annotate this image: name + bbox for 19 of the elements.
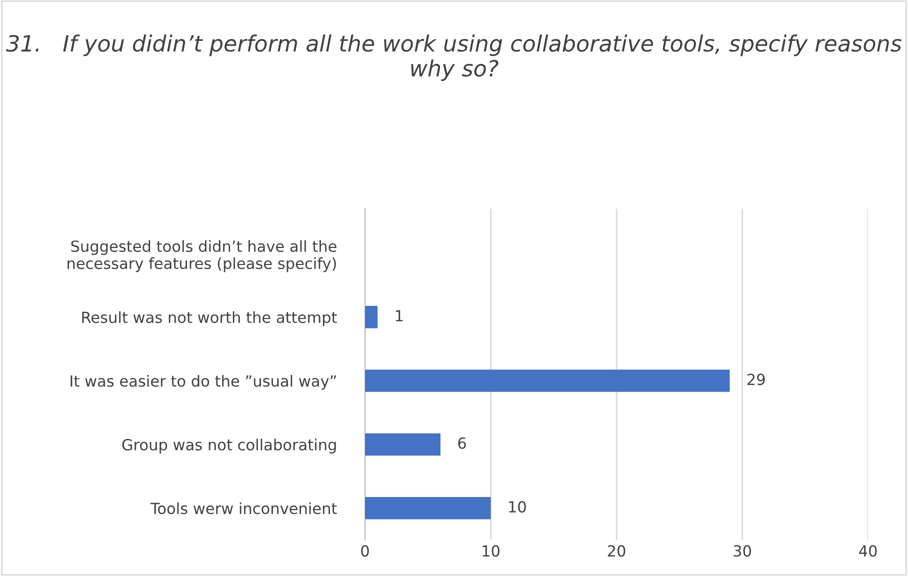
y-tick-label: Result was not worth the attempt <box>82 311 337 326</box>
bar <box>365 497 491 520</box>
bar <box>365 306 378 328</box>
y-tick-label: Tools werw inconvenient <box>150 502 337 514</box>
bar <box>365 370 730 392</box>
data-label: 6 <box>458 437 466 449</box>
y-tick-label: It was easier to do the ”usual way” <box>70 374 336 390</box>
x-tick-label: 0 <box>361 545 369 557</box>
x-tick-label: 10 <box>482 545 500 557</box>
x-tick-label: 40 <box>859 545 877 557</box>
y-tick-label: Group was not collaborating <box>122 438 336 454</box>
y-tick-label: Suggested tools didn’t have all the necessary features (please specify) <box>68 240 336 272</box>
data-label: 29 <box>748 374 765 386</box>
data-label: 10 <box>509 501 526 513</box>
data-label: 1 <box>396 310 403 322</box>
x-tick-label: 20 <box>608 545 626 557</box>
chart-title: 31. If you didin’t perform all the work using collaborative tools, specify reasons why so? <box>6 34 902 81</box>
bar <box>365 433 440 456</box>
x-tick-label: 30 <box>734 545 751 557</box>
